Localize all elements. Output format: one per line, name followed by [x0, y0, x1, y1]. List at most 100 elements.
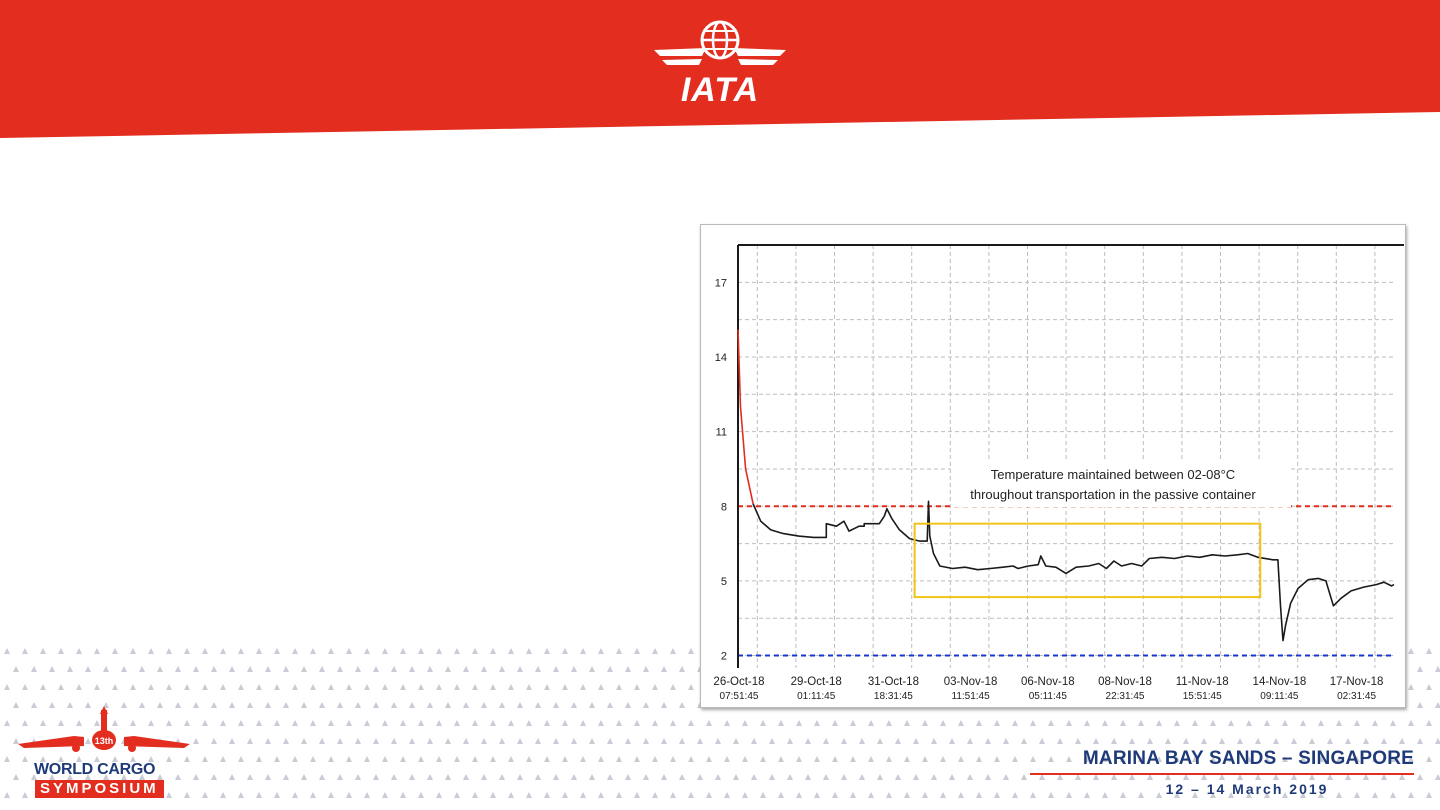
triangle-mark — [535, 774, 541, 780]
triangle-mark — [1426, 684, 1432, 690]
triangle-mark — [688, 792, 694, 798]
triangle-mark — [463, 666, 469, 672]
triangle-mark — [868, 792, 874, 798]
triangle-mark — [202, 720, 208, 726]
triangle-mark — [247, 738, 253, 744]
triangle-mark — [1282, 720, 1288, 726]
axes — [737, 244, 1404, 668]
triangle-mark — [1273, 774, 1279, 780]
triangle-mark — [751, 738, 757, 744]
triangle-mark — [661, 666, 667, 672]
triangle-mark — [1309, 774, 1315, 780]
triangle-mark — [670, 720, 676, 726]
triangle-mark — [1093, 738, 1099, 744]
triangle-mark — [58, 648, 64, 654]
triangle-mark — [31, 666, 37, 672]
triangle-mark — [418, 648, 424, 654]
triangle-mark — [679, 702, 685, 708]
triangle-mark — [31, 702, 37, 708]
triangle-mark — [571, 666, 577, 672]
triangle-mark — [139, 702, 145, 708]
triangle-mark — [1093, 774, 1099, 780]
triangle-mark — [589, 738, 595, 744]
triangle-mark — [4, 756, 10, 762]
triangle-mark — [589, 774, 595, 780]
triangle-mark — [589, 702, 595, 708]
triangle-mark — [1120, 792, 1126, 798]
triangle-mark — [976, 792, 982, 798]
triangle-mark — [562, 720, 568, 726]
triangle-mark — [1048, 792, 1054, 798]
triangle-mark — [427, 702, 433, 708]
annotation-line-1: Temperature maintained between 02-08°C — [991, 467, 1235, 482]
triangle-mark — [238, 792, 244, 798]
triangle-mark — [958, 792, 964, 798]
triangle-mark — [580, 684, 586, 690]
triangle-mark — [265, 738, 271, 744]
triangle-mark — [319, 702, 325, 708]
triangle-mark — [184, 756, 190, 762]
triangle-mark — [463, 702, 469, 708]
triangle-mark — [211, 666, 217, 672]
triangle-mark — [508, 648, 514, 654]
triangle-mark — [112, 648, 118, 654]
triangle-mark — [418, 720, 424, 726]
x-tick-label-time: 05:11:45 — [1029, 691, 1068, 702]
triangle-mark — [202, 648, 208, 654]
triangle-mark — [1138, 720, 1144, 726]
triangle-mark — [1408, 792, 1414, 798]
x-tick-label-date: 14-Nov-18 — [1253, 676, 1307, 688]
triangle-mark — [1255, 774, 1261, 780]
triangle-mark — [688, 648, 694, 654]
triangle-mark — [1138, 792, 1144, 798]
triangle-mark — [436, 720, 442, 726]
triangle-mark — [355, 666, 361, 672]
triangle-mark — [499, 702, 505, 708]
triangle-mark — [1183, 774, 1189, 780]
triangle-mark — [625, 702, 631, 708]
triangle-mark — [1291, 774, 1297, 780]
triangle-mark — [409, 702, 415, 708]
triangle-mark — [1012, 756, 1018, 762]
triangle-mark — [391, 774, 397, 780]
triangle-mark — [1300, 756, 1306, 762]
triangle-mark — [1210, 792, 1216, 798]
triangle-mark — [1129, 738, 1135, 744]
triangle-mark — [391, 702, 397, 708]
triangle-mark — [832, 792, 838, 798]
x-tick-label-time: 22:31:45 — [1106, 691, 1145, 702]
triangle-mark — [517, 738, 523, 744]
triangle-mark — [616, 684, 622, 690]
triangle-mark — [1273, 738, 1279, 744]
series — [737, 329, 1395, 642]
triangle-mark — [796, 756, 802, 762]
triangle-mark — [49, 702, 55, 708]
triangle-mark — [1084, 720, 1090, 726]
triangle-mark — [22, 684, 28, 690]
triangle-mark — [1399, 774, 1405, 780]
triangle-mark — [922, 756, 928, 762]
triangle-mark — [1300, 792, 1306, 798]
triangle-mark — [202, 756, 208, 762]
triangle-mark — [769, 774, 775, 780]
triangle-mark — [526, 792, 532, 798]
triangle-mark — [904, 720, 910, 726]
triangle-mark — [40, 684, 46, 690]
triangle-mark — [661, 774, 667, 780]
y-tick-label: 11 — [716, 427, 727, 439]
triangle-mark — [967, 738, 973, 744]
triangle-mark — [661, 738, 667, 744]
triangle-mark — [292, 756, 298, 762]
triangle-mark — [274, 792, 280, 798]
triangle-mark — [310, 648, 316, 654]
triangle-mark — [985, 738, 991, 744]
triangle-mark — [508, 792, 514, 798]
triangle-mark — [400, 684, 406, 690]
triangle-mark — [184, 792, 190, 798]
triangle-mark — [301, 666, 307, 672]
triangle-mark — [1039, 738, 1045, 744]
triangle-mark — [427, 738, 433, 744]
triangle-mark — [1111, 774, 1117, 780]
x-tick-label-date: 06-Nov-18 — [1021, 676, 1075, 688]
triangle-mark — [85, 666, 91, 672]
